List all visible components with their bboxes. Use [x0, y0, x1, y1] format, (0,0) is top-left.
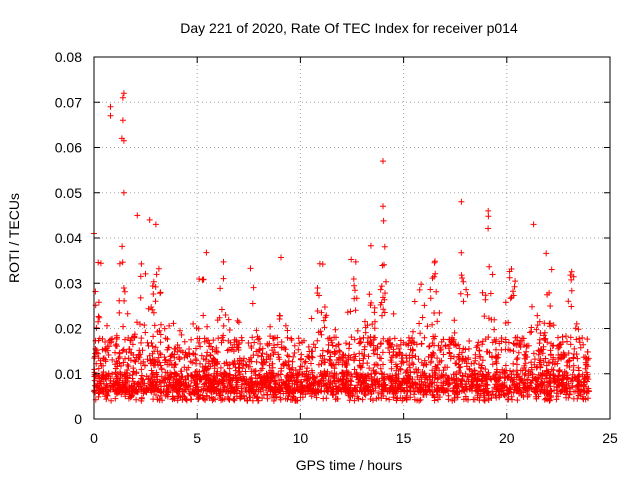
y-tick-label: 0.02 — [55, 321, 82, 337]
y-tick-label: 0.06 — [55, 140, 82, 156]
axis-ticks — [93, 56, 611, 420]
x-tick-label: 5 — [193, 430, 201, 446]
y-tick-labels: 0 0.01 0.02 0.03 0.04 0.05 0.06 0.07 0.08 — [55, 49, 82, 427]
y-tick-label: 0.08 — [55, 49, 82, 65]
data-points — [91, 90, 592, 404]
chart-title: Day 221 of 2020, Rate Of TEC Index for r… — [180, 20, 518, 36]
y-tick-label: 0.04 — [55, 230, 82, 246]
x-tick-labels: 0 5 10 15 20 25 — [90, 430, 618, 446]
y-axis-label: ROTI / TECUs — [6, 193, 22, 283]
x-tick-label: 15 — [396, 430, 412, 446]
grid-lines — [94, 57, 610, 419]
y-tick-label: 0.01 — [55, 366, 82, 382]
x-axis-label: GPS time / hours — [296, 457, 403, 473]
y-tick-label: 0 — [74, 411, 82, 427]
x-tick-label: 20 — [499, 430, 515, 446]
y-tick-label: 0.07 — [55, 94, 82, 110]
y-tick-label: 0.05 — [55, 185, 82, 201]
x-tick-label: 25 — [602, 430, 618, 446]
scatter-markers — [91, 90, 592, 404]
x-tick-label: 10 — [293, 430, 309, 446]
x-tick-label: 0 — [90, 430, 98, 446]
y-tick-label: 0.03 — [55, 275, 82, 291]
